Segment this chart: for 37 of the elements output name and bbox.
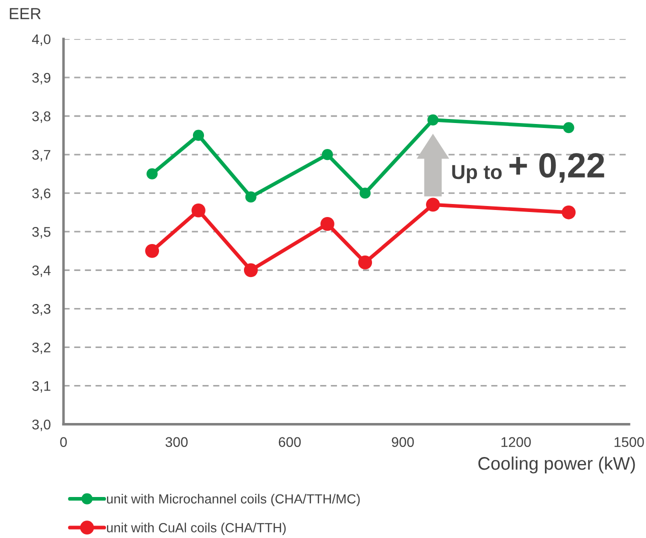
point	[244, 263, 258, 278]
y-tick-label: 3,9	[32, 72, 50, 84]
legend-label: unit with Microchannel coils (CHA/TTH/MC)	[107, 494, 360, 506]
y-tick-label: 3,3	[32, 304, 50, 316]
x-tick-label: 0	[60, 437, 67, 447]
point	[322, 149, 333, 160]
x-tick-label: 1200	[502, 437, 531, 447]
y-tick-label: 3,7	[32, 150, 50, 162]
point	[192, 204, 206, 218]
point	[145, 244, 160, 258]
legend-label: unit with CuAl coils (CHA/TTH)	[107, 522, 286, 535]
point	[192, 130, 204, 141]
x-tick-label: 300	[166, 437, 188, 447]
x-tick-label: 1500	[614, 437, 644, 447]
point	[426, 198, 440, 212]
annotation: + 0,22	[509, 153, 604, 183]
point	[427, 114, 439, 126]
x-tick-label: 600	[278, 437, 301, 447]
y-tick-label: 3,2	[32, 342, 50, 354]
point	[245, 191, 256, 203]
x-tick-label: 900	[392, 437, 414, 447]
point	[562, 205, 576, 220]
y-tick-label: 3,8	[32, 111, 50, 123]
annotation: Up to	[452, 165, 502, 184]
y-axis-title: EER	[10, 8, 41, 20]
point	[358, 256, 372, 270]
x-axis-title: Cooling power (kW)	[478, 456, 635, 474]
y-tick-label: 3,0	[32, 420, 50, 432]
y-tick-label: 4,0	[32, 34, 50, 46]
y-tick-label: 3,6	[32, 188, 50, 200]
y-tick-label: 3,5	[32, 226, 50, 238]
point	[320, 217, 334, 231]
point	[563, 122, 574, 134]
point	[360, 188, 371, 199]
y-tick-label: 3,4	[32, 266, 51, 277]
y-tick-label: 3,1	[32, 381, 50, 393]
point	[146, 168, 158, 180]
